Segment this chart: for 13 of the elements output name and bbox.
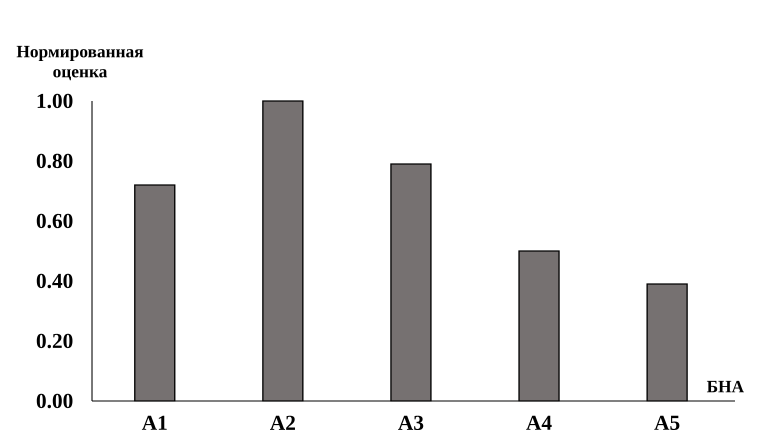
x-tick-label: A3: [398, 416, 424, 430]
y-axis-title: Нормированная оценка: [16, 46, 144, 80]
y-tick-label: 0.40: [36, 274, 72, 288]
x-tick-label: A4: [526, 416, 552, 430]
y-tick-label: 0.20: [36, 334, 72, 348]
x-tick-label: A5: [654, 416, 680, 430]
x-tick-label: A2: [270, 416, 295, 430]
x-tick-label: A1: [142, 416, 167, 430]
x-axis-title: БНА: [706, 380, 744, 392]
y-tick-label: 1.00: [38, 94, 72, 108]
y-tick-label: 0.60: [36, 214, 72, 228]
y-tick-label: 0.80: [36, 154, 72, 168]
y-tick-label: 0.00: [36, 394, 72, 408]
